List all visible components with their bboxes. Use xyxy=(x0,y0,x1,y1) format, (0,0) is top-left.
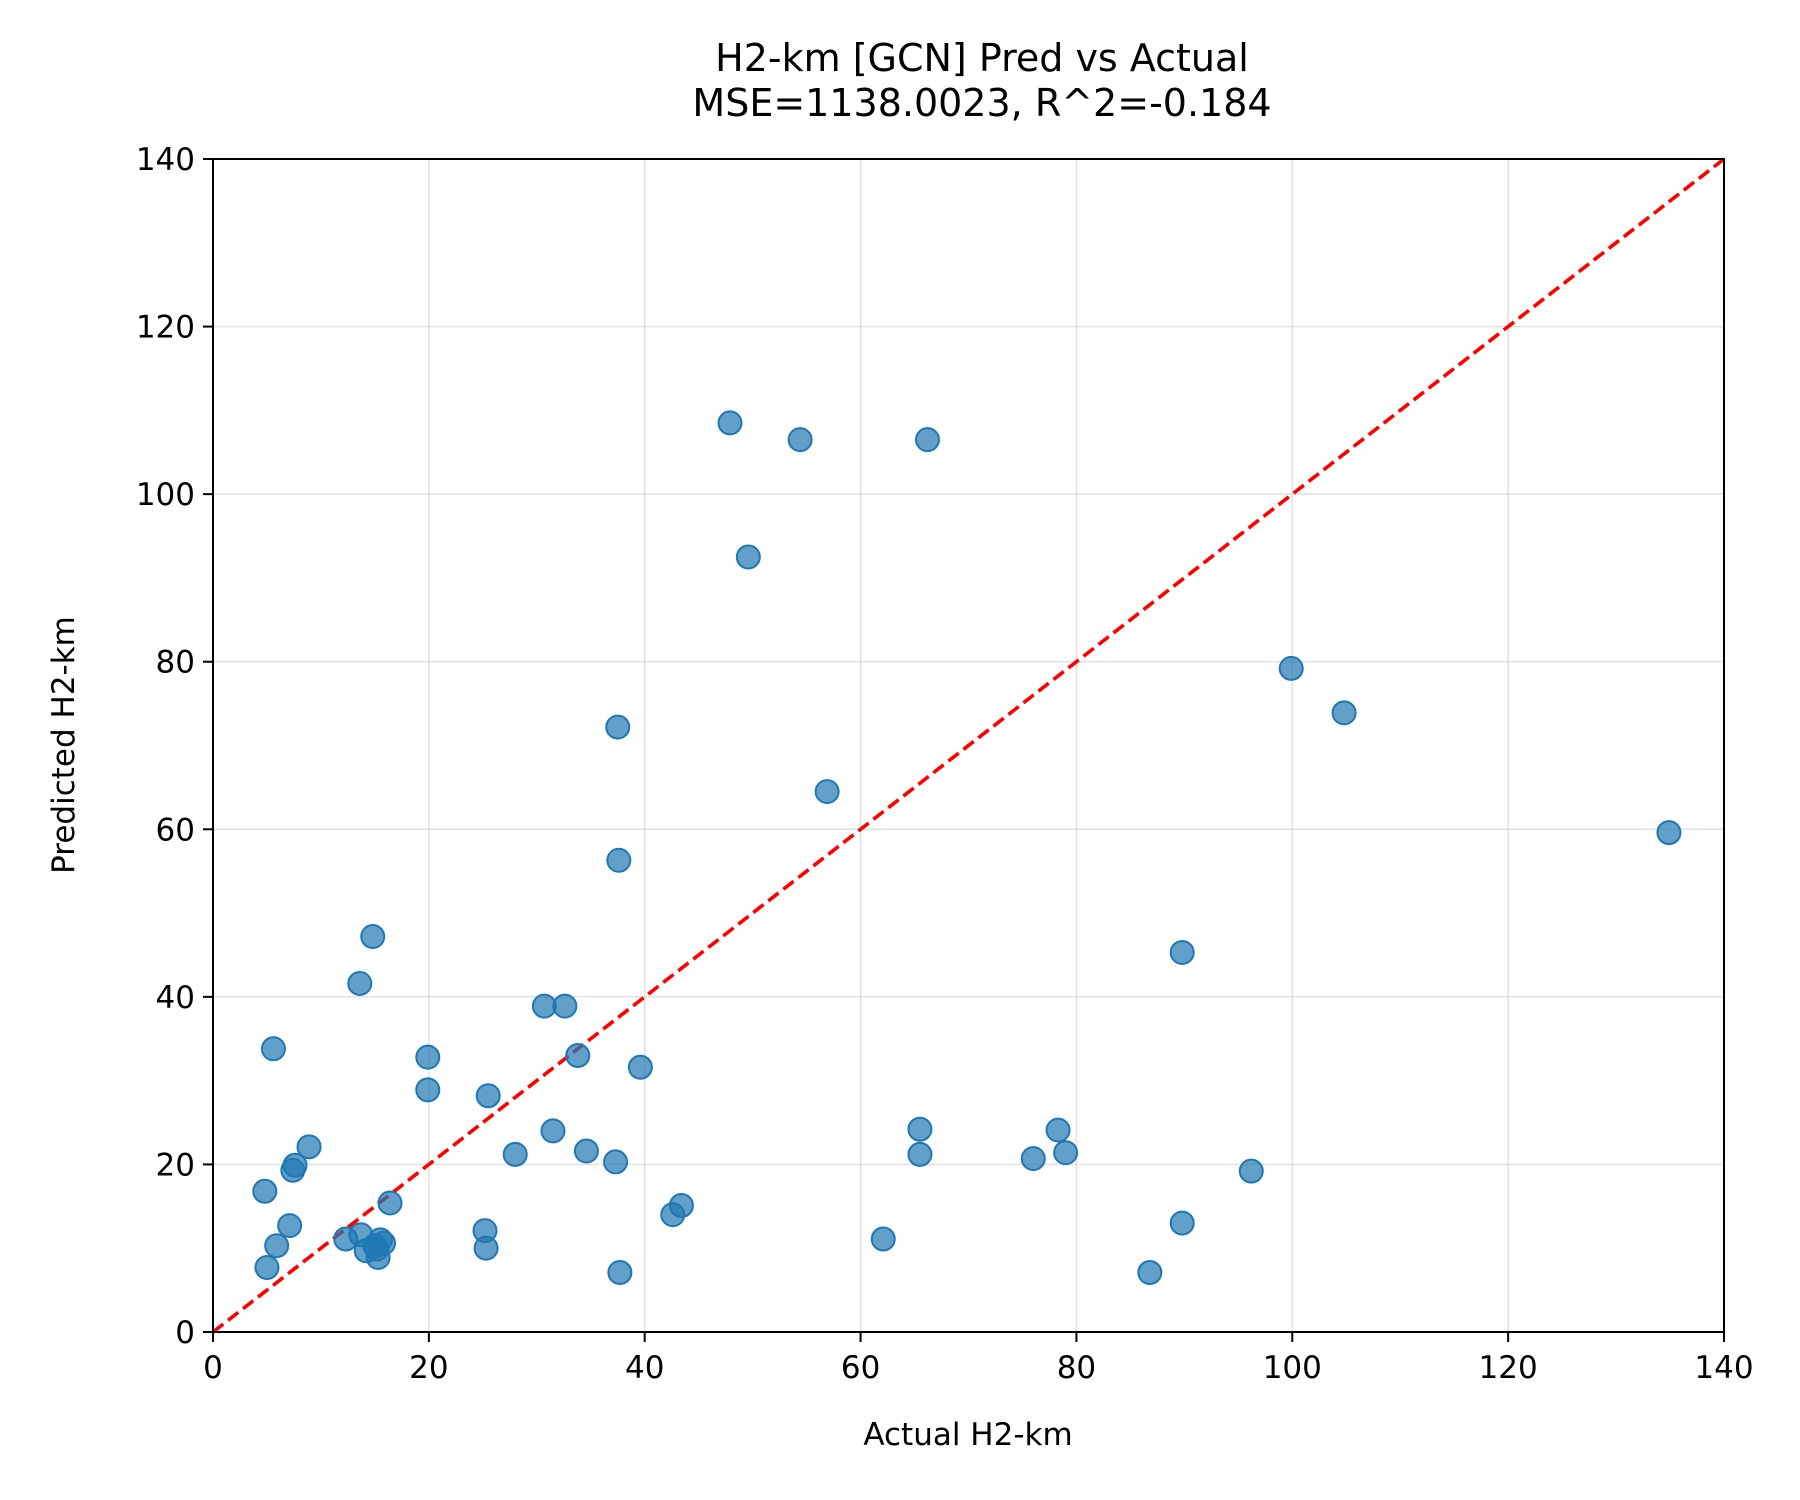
data-point xyxy=(907,1141,933,1167)
data-point xyxy=(814,779,840,805)
x-tick-label: 20 xyxy=(409,1350,448,1386)
data-point xyxy=(347,970,373,996)
y-axis-label: Predicted H2-km xyxy=(46,616,82,874)
data-point xyxy=(606,847,632,873)
data-point xyxy=(475,1083,501,1109)
data-point xyxy=(565,1043,591,1069)
data-point xyxy=(1053,1140,1079,1166)
x-axis-ticks: 0 20 40 60 80 100 120 140 xyxy=(203,1332,1754,1386)
data-point xyxy=(1656,820,1682,846)
data-point xyxy=(1020,1146,1046,1172)
data-point xyxy=(573,1138,599,1164)
data-point xyxy=(603,1149,629,1175)
y-tick-label: 20 xyxy=(156,1147,195,1183)
plot-frame xyxy=(212,158,1725,1333)
data-point xyxy=(735,544,761,570)
data-point xyxy=(1331,700,1357,726)
data-point xyxy=(264,1233,290,1259)
data-point xyxy=(1137,1260,1163,1286)
y-tick-label: 80 xyxy=(156,645,195,681)
data-point xyxy=(717,410,743,436)
data-point xyxy=(502,1141,528,1167)
x-tick-label: 100 xyxy=(1263,1350,1322,1386)
x-tick-label: 120 xyxy=(1479,1350,1538,1386)
data-point xyxy=(1169,1210,1195,1236)
data-point xyxy=(540,1118,566,1144)
y-tick-label: 120 xyxy=(136,310,195,346)
data-point xyxy=(907,1116,933,1142)
data-point xyxy=(254,1254,280,1280)
y-axis-ticks: 0 20 40 60 80 100 120 140 xyxy=(136,142,213,1351)
data-point xyxy=(415,1044,441,1070)
identity-line xyxy=(211,157,1726,1334)
data-point xyxy=(260,1036,286,1062)
data-point xyxy=(282,1152,308,1178)
data-point xyxy=(914,427,940,453)
data-point xyxy=(627,1054,653,1080)
data-point xyxy=(787,427,813,453)
data-point xyxy=(473,1235,499,1261)
data-point xyxy=(252,1178,278,1204)
data-point xyxy=(415,1077,441,1103)
data-point xyxy=(607,1260,633,1286)
data-point xyxy=(360,924,386,950)
data-point xyxy=(277,1213,303,1239)
x-axis-label: Actual H2-km xyxy=(863,1417,1072,1453)
data-point xyxy=(296,1134,322,1160)
data-point xyxy=(377,1190,403,1216)
data-point xyxy=(1238,1158,1264,1184)
x-tick-label: 80 xyxy=(1057,1350,1096,1386)
y-tick-label: 100 xyxy=(136,477,195,513)
x-tick-label: 40 xyxy=(625,1350,664,1386)
x-tick-label: 140 xyxy=(1694,1350,1753,1386)
data-point xyxy=(870,1226,896,1252)
y-tick-label: 140 xyxy=(136,142,195,178)
data-point xyxy=(668,1192,694,1218)
data-point xyxy=(371,1230,397,1256)
y-tick-label: 0 xyxy=(175,1315,195,1351)
chart-subtitle: MSE=1138.0023, R^2=-0.184 xyxy=(692,81,1271,125)
x-tick-label: 60 xyxy=(841,1350,880,1386)
data-points xyxy=(252,410,1682,1286)
data-point xyxy=(1045,1117,1071,1143)
chart-title: H2-km [GCN] Pred vs Actual xyxy=(715,36,1249,80)
x-tick-label: 0 xyxy=(203,1350,223,1386)
y-tick-label: 40 xyxy=(156,980,195,1016)
y-tick-label: 60 xyxy=(156,812,195,848)
data-point xyxy=(1278,655,1304,681)
reference-line xyxy=(211,157,1726,1334)
data-point xyxy=(605,714,631,740)
data-point xyxy=(552,993,578,1019)
data-point xyxy=(1169,939,1195,965)
